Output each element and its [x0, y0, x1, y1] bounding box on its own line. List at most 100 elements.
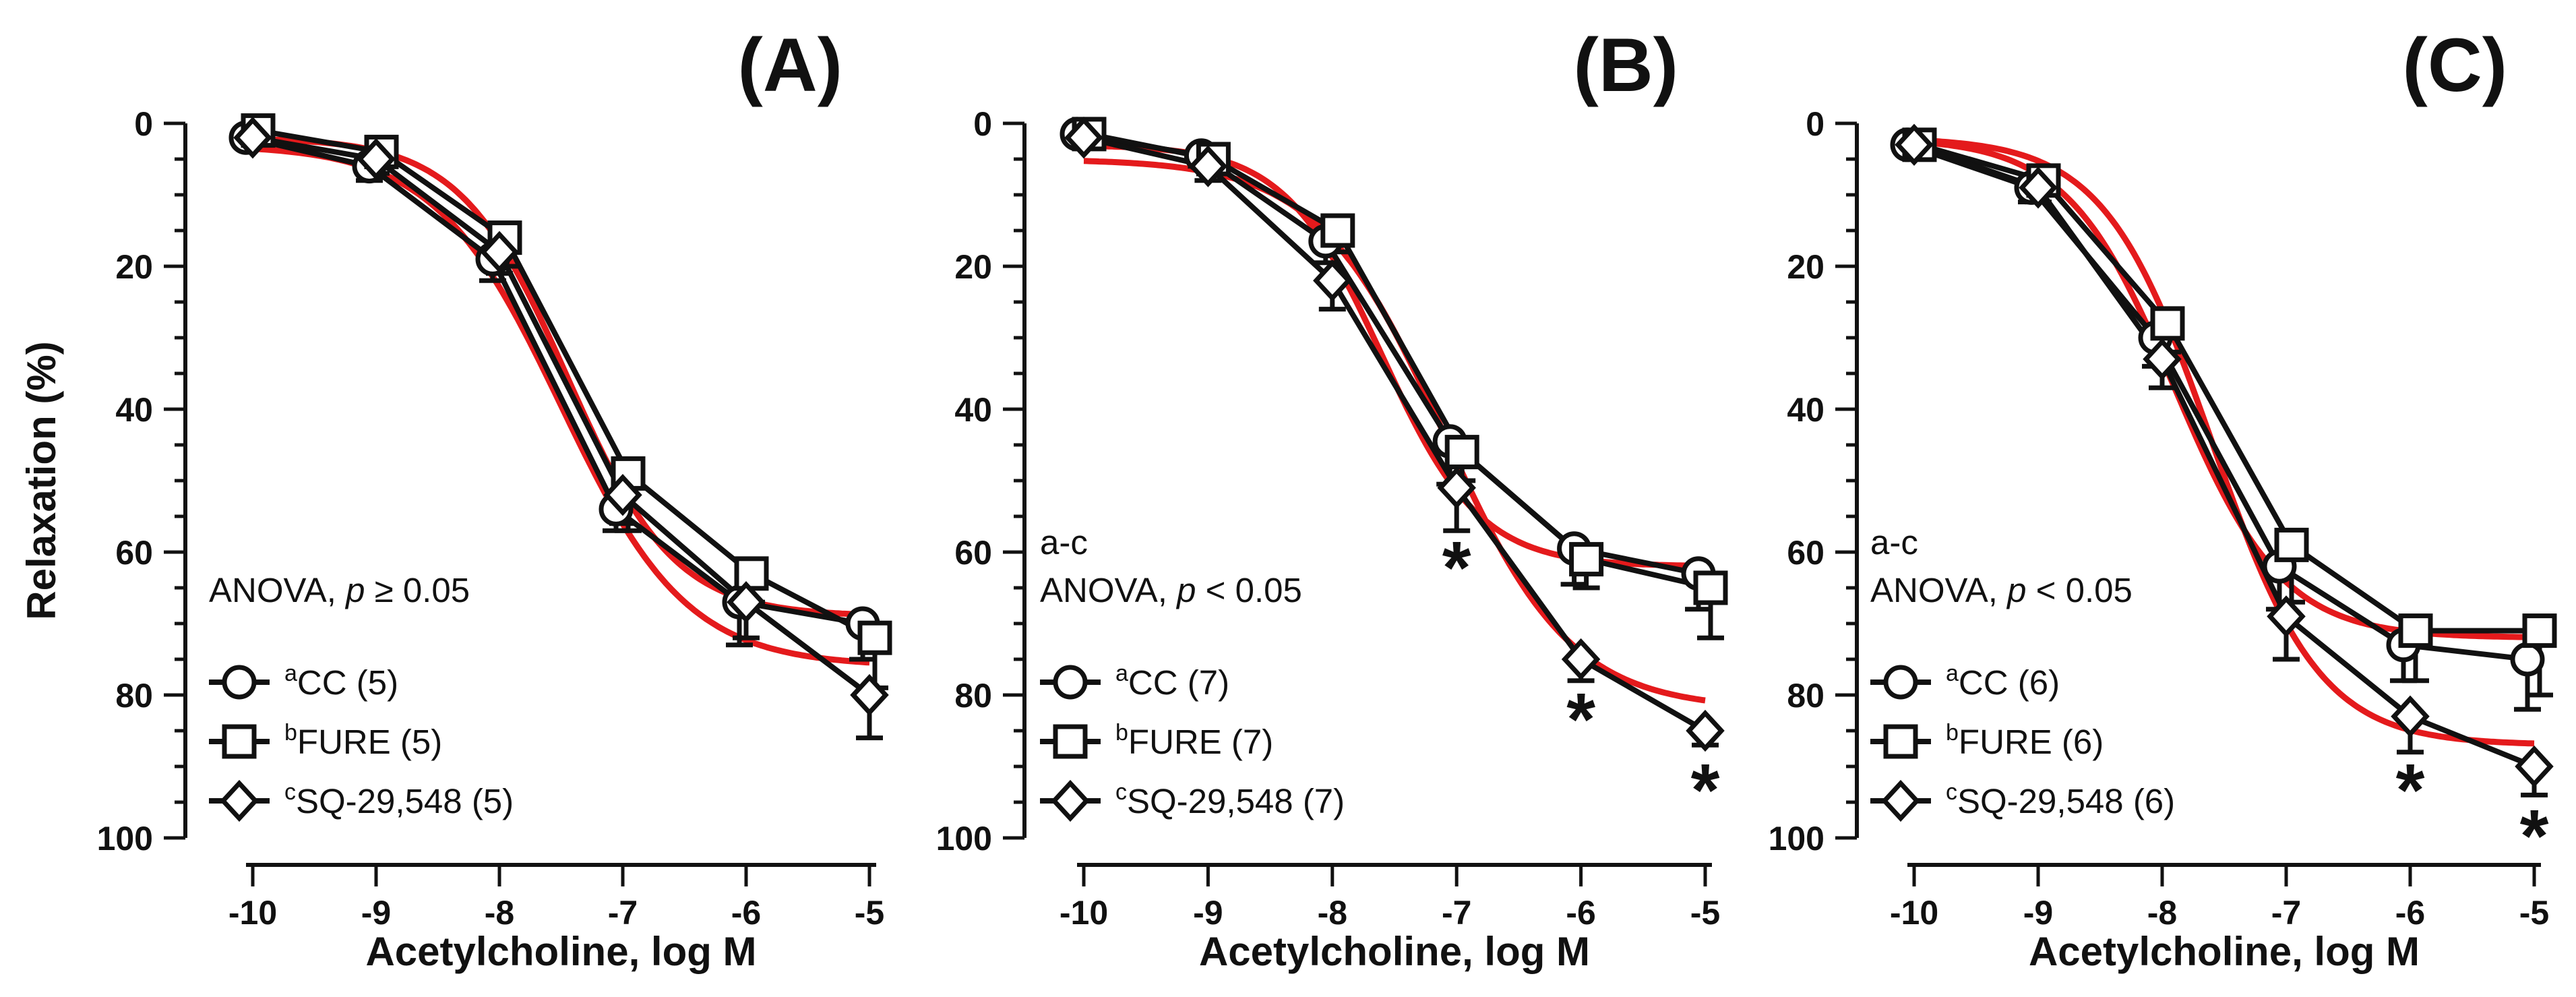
x-tick-label: -6 [1566, 894, 1595, 932]
series-line [245, 135, 863, 626]
legend-label: aCC (6) [1946, 661, 2060, 702]
legend-marker-square [1883, 724, 1918, 759]
panel-0: (A) 0 20 40 60 80 100 -10 -9 -8 -7 -6 -5 Acetylcholin… [19, 23, 892, 974]
data-point-square [2150, 306, 2185, 341]
y-tick-label: 60 [115, 534, 153, 572]
legend-superscript: a [1115, 661, 1128, 686]
series-line [252, 135, 871, 698]
y-tick-label: 40 [1787, 391, 1824, 429]
annotation-suffix: < 0.05 [2026, 571, 2132, 609]
fit-curve [1913, 138, 2535, 640]
y-axis-title: Relaxation (%) [19, 341, 64, 620]
y-tick-label: 100 [936, 820, 992, 857]
y-tick-label: 60 [1787, 534, 1824, 572]
x-tick-label: -7 [608, 894, 638, 932]
data-point-square [1320, 213, 1355, 248]
annotation-anova: ANOVA, p ≥ 0.05 [209, 571, 470, 609]
data-point-diamond [357, 138, 396, 181]
panel-label: (A) [738, 23, 842, 107]
data-point-square [2274, 527, 2309, 562]
x-tick-label: -7 [1442, 894, 1471, 932]
annotation-anova: ANOVA, p < 0.05 [1870, 571, 2133, 609]
y-tick-label: 100 [1769, 820, 1824, 857]
legend-superscript: a [284, 661, 297, 686]
y-tick-label: 80 [954, 677, 992, 715]
legend-superscript: a [1946, 661, 1959, 686]
annotation-p: p [344, 571, 365, 609]
legend-label: bFURE (5) [284, 720, 442, 761]
x-axis-title: Acetylcholine, log M [2029, 929, 2420, 974]
x-tick-label: -5 [855, 894, 884, 932]
x-axis-title: Acetylcholine, log M [365, 929, 756, 974]
data-point-diamond [2515, 745, 2554, 788]
annotation-p: p [2006, 571, 2026, 609]
significance-star: * [2396, 749, 2425, 832]
legend-marker-square [222, 724, 257, 759]
y-tick-label: 0 [1806, 105, 1824, 143]
x-tick-label: -5 [2519, 894, 2549, 932]
panel-2: (C) 0 20 40 60 80 100 -10 -9 -8 -7 -6 -5 Acetylcholin… [1769, 23, 2557, 974]
legend-superscript: c [1115, 779, 1127, 805]
y-tick-label: 80 [115, 677, 153, 715]
legend-superscript: b [284, 720, 297, 746]
significance-star: * [2520, 795, 2549, 878]
data-point-square [2398, 613, 2433, 648]
legend-superscript: b [1115, 720, 1128, 746]
data-point-diamond [1313, 260, 1352, 302]
data-point-diamond [1188, 145, 1228, 187]
legend-label: cSQ-29,548 (7) [1115, 779, 1345, 820]
x-tick-label: -6 [2395, 894, 2425, 932]
legend-marker-circle [1053, 665, 1088, 700]
annotation-suffix: < 0.05 [1196, 571, 1301, 609]
data-point-square [734, 556, 769, 591]
legend-label: cSQ-29,548 (6) [1946, 779, 2175, 820]
annotation-groups: a-c [1040, 523, 1088, 562]
annotation-p: p [1175, 571, 1196, 609]
data-point-diamond [233, 117, 272, 159]
annotation-groups: a-c [1870, 523, 1918, 562]
significance-star: * [1566, 678, 1595, 761]
panel-label: (C) [2403, 23, 2507, 107]
panel-label: (B) [1574, 23, 1678, 107]
x-tick-label: -10 [1060, 894, 1108, 932]
legend-label: bFURE (7) [1115, 720, 1273, 761]
annotation-prefix: ANOVA, [1870, 571, 2007, 609]
data-point-diamond [850, 673, 889, 717]
series-line [1918, 142, 2540, 634]
data-point-diamond [2019, 167, 2058, 209]
data-point-diamond [1437, 466, 1476, 509]
data-point-square [1693, 570, 1728, 605]
x-tick-label: -9 [361, 894, 391, 932]
y-tick-label: 0 [134, 105, 153, 143]
data-point-circle [2510, 642, 2545, 677]
significance-star: * [1442, 526, 1471, 609]
y-tick-label: 0 [973, 105, 992, 143]
x-tick-label: -9 [2023, 894, 2053, 932]
x-tick-label: -6 [731, 894, 761, 932]
fit-curve [1083, 158, 1706, 704]
y-tick-label: 60 [954, 534, 992, 572]
data-point-square [1444, 435, 1479, 470]
annotation-prefix: ANOVA, [209, 571, 346, 609]
data-point-diamond [480, 231, 519, 273]
y-tick-label: 100 [97, 820, 153, 857]
data-point-square [1569, 542, 1604, 577]
y-tick-label: 80 [1787, 677, 1824, 715]
data-point-diamond [603, 474, 642, 516]
annotation-anova: ANOVA, p < 0.05 [1040, 571, 1302, 609]
legend-marker-diamond [1051, 779, 1090, 822]
x-tick-label: -8 [2147, 894, 2177, 932]
legend-label: cSQ-29,548 (5) [284, 779, 514, 820]
x-tick-label: -9 [1193, 894, 1223, 932]
legend-marker-circle [222, 665, 257, 700]
y-tick-label: 20 [1787, 248, 1824, 286]
legend-name: FURE (6) [1959, 723, 2104, 761]
y-tick-label: 20 [954, 248, 992, 286]
data-point-diamond [2267, 595, 2306, 638]
x-tick-label: -8 [485, 894, 514, 932]
significance-star: * [1691, 749, 1720, 832]
data-point-diamond [1064, 117, 1103, 159]
y-tick-label: 20 [115, 248, 153, 286]
legend-superscript: b [1946, 720, 1959, 746]
legend-name: SQ-29,548 (5) [296, 782, 514, 820]
